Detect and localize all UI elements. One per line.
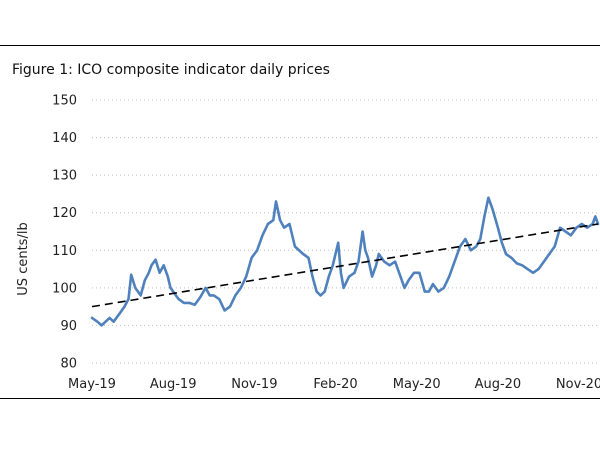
x-tick-label: Nov-19 — [231, 377, 277, 392]
y-axis-title: US cents/lb — [16, 222, 31, 295]
trend-line — [91, 223, 599, 308]
y-tick-label: 90 — [60, 319, 77, 334]
line-chart: Figure 1: ICO composite indicator daily … — [0, 45, 600, 399]
y-tick-label: 140 — [52, 131, 77, 146]
series-line-ico-composite — [90, 196, 600, 327]
x-tick-label: Feb-20 — [313, 377, 357, 392]
x-tick-label: May-19 — [68, 377, 116, 392]
y-tick-label: 110 — [52, 244, 77, 259]
chart-title: Figure 1: ICO composite indicator daily … — [12, 62, 330, 78]
x-tick-label: Nov-20 — [556, 377, 600, 392]
y-tick-label: 120 — [52, 206, 77, 221]
y-tick-label: 130 — [52, 169, 77, 184]
series-lines — [90, 196, 600, 327]
y-tick-labels: 150 140 130 120 110 100 90 80 — [52, 94, 77, 372]
figure-panel: Figure 1: ICO composite indicator daily … — [0, 45, 600, 399]
gridlines — [92, 99, 598, 364]
y-tick-label: 80 — [60, 357, 77, 372]
x-tick-label: May-20 — [393, 377, 441, 392]
y-tick-label: 150 — [52, 94, 77, 109]
x-tick-label: Aug-19 — [150, 377, 197, 392]
y-tick-label: 100 — [52, 281, 77, 296]
x-tick-label: Aug-20 — [475, 377, 522, 392]
x-tick-labels: May-19 Aug-19 Nov-19 Feb-20 May-20 Aug-20 Nov-… — [68, 377, 600, 392]
